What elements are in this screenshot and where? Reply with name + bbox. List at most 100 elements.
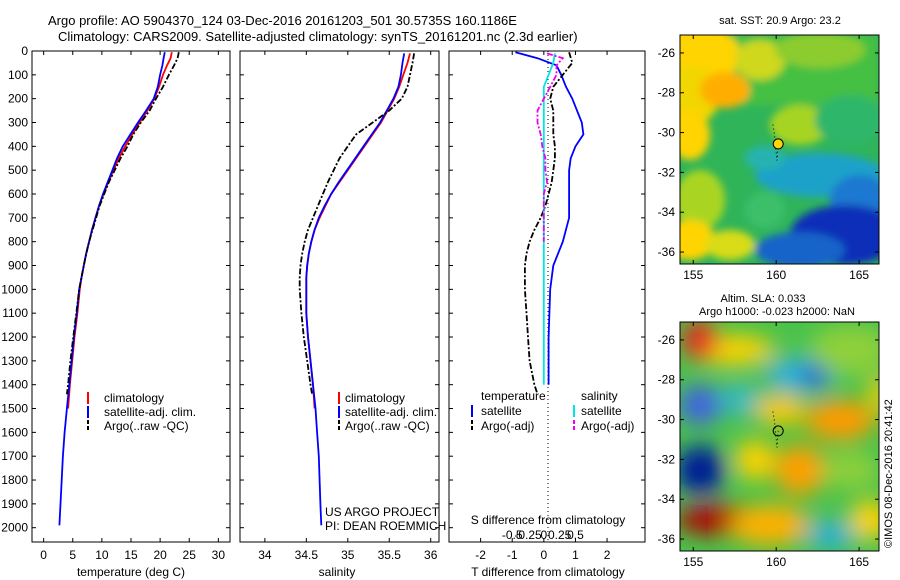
map-x-tick-label: 160 [766, 555, 786, 569]
legend-label-climatology: climatology [104, 391, 164, 405]
s-difference-label: S difference from climatology [471, 513, 626, 527]
legend-label-satellite-adj: satellite-adj. clim. [104, 405, 196, 419]
map-y-tick-label: -36 [658, 245, 676, 259]
depth-tick-label: 1400 [1, 378, 28, 392]
depth-tick-label: 1000 [1, 282, 28, 296]
salinity-panel: 34 34.5 35 35.5 36 salinity climatology sate… [239, 50, 446, 579]
legend-label-satellite-adj: satellite-adj. clim. [345, 405, 437, 419]
depth-tick-label: 1800 [1, 473, 28, 487]
temperature-x-axis: 0 5 10 15 20 25 30 [40, 51, 225, 562]
salinity-y-ticks [240, 50, 439, 529]
x-tick-label: 34.5 [295, 548, 319, 562]
depth-tick-label: 700 [8, 211, 28, 225]
map-y-tick-label: -36 [658, 532, 676, 546]
salinity-series [298, 53, 415, 526]
legend-label-s-satellite: satellite [581, 404, 622, 418]
header-line1: Argo profile: AO 5904370_124 03-Dec-2016… [48, 13, 517, 28]
series-line-argo-raw-qc [66, 52, 180, 395]
sla-argo-track [772, 411, 779, 448]
x-tick-label: -2 [475, 548, 486, 562]
sla-argo-position-marker [772, 425, 784, 437]
x-tick-label: 30 [212, 548, 226, 562]
header-line2: Climatology: CARS2009. Satellite-adjuste… [58, 29, 578, 44]
sla-map-frame [679, 321, 880, 552]
temperature-legend: climatology satellite-adj. clim. Argo(..… [87, 391, 196, 433]
depth-tick-label: 900 [8, 259, 28, 273]
sla-map-axes: 155 160 165 -26 -28 -30 -32 -34 -36 [658, 322, 879, 569]
difference-legend: temperature salinity satellite Argo(-adj… [471, 389, 634, 433]
series-line-satellite-adj-clim [305, 53, 406, 526]
series-line-argo-raw-qc [298, 53, 415, 395]
x-tick-label: 5 [69, 548, 76, 562]
sst-map-panel: sat. SST: 20.9 Argo: 23.2 [658, 15, 880, 282]
sla-map-subtitle: Argo h1000: -0.023 h2000: NaN [699, 306, 855, 318]
x-tick-label: 20 [153, 548, 167, 562]
depth-axis: 0 100 200 300 400 500 600 700 800 900 1000 1100 1200… [1, 44, 230, 535]
salinity-legend: climatology satellite-adj. clim. Argo(..… [338, 391, 437, 433]
credit-pi: PI: DEAN ROEMMICH [325, 519, 446, 533]
legend-title-temperature: temperature [481, 389, 546, 403]
series-line-satellite-adj-clim [58, 52, 166, 526]
x-tick-label: 34 [258, 548, 272, 562]
salinity-x-axis: 34 34.5 35 35.5 36 [258, 51, 438, 562]
map-y-tick-label: -32 [658, 165, 676, 179]
depth-tick-label: 2000 [1, 521, 28, 535]
legend-label-t-satellite: satellite [481, 404, 522, 418]
difference-panel: -2 -1 0 1 2 -0.5-0.250 0.250.5 S difference f… [448, 50, 646, 579]
sst-argo-position-marker [772, 138, 784, 150]
depth-tick-label: 400 [8, 139, 28, 153]
s-difference-tick-label: -0.5 [502, 528, 523, 542]
map-y-tick-label: -28 [658, 86, 676, 100]
map-x-tick-label: 165 [849, 555, 869, 569]
map-y-tick-label: -28 [658, 373, 676, 387]
depth-tick-label: 1100 [2, 306, 28, 320]
s-difference-tick-label: 0.25 [548, 528, 572, 542]
map-x-tick-label: 155 [683, 555, 703, 569]
s-difference-tick-label: -0.25 [514, 528, 542, 542]
depth-tick-label: 600 [8, 187, 28, 201]
sst-field [680, 35, 879, 264]
series-line-t-satellite [515, 51, 585, 385]
map-x-tick-label: 160 [766, 268, 786, 282]
legend-label-t-argo: Argo(-adj) [481, 419, 534, 433]
depth-tick-label: 1600 [1, 425, 28, 439]
series-line-climatology [67, 52, 173, 409]
series-line-t-argo-adj [524, 51, 574, 395]
x-tick-label: 35 [341, 548, 355, 562]
x-tick-label: 15 [124, 548, 138, 562]
imos-credit: ©IMOS 08-Dec-2016 20:41:42 [883, 399, 895, 548]
map-y-tick-label: -26 [658, 46, 676, 60]
sst-argo-track [772, 124, 779, 161]
legend-label-climatology: climatology [345, 391, 405, 405]
sst-map-axes: 155 160 165 -26 -28 -30 -32 -34 -36 [658, 35, 879, 282]
series-line-climatology [305, 53, 411, 409]
map-y-tick-label: -32 [658, 452, 676, 466]
s-difference-tick-label: 0.5 [567, 528, 584, 542]
salinity-axes-frame [239, 50, 440, 543]
map-x-tick-label: 165 [849, 268, 869, 282]
salinity-xlabel: salinity [319, 565, 356, 579]
difference-axes-frame [448, 50, 646, 543]
depth-tick-label: 500 [8, 163, 28, 177]
x-tick-label: 10 [95, 548, 109, 562]
sla-map-panel: Altim. SLA: 0.033 Argo h1000: -0.023 h20… [658, 293, 880, 569]
depth-tick-label: 1900 [1, 497, 28, 511]
legend-title-salinity: salinity [581, 389, 618, 403]
legend-label-argo: Argo(..raw -QC) [104, 419, 189, 433]
x-tick-label: 0 [40, 548, 47, 562]
legend-label-argo: Argo(..raw -QC) [345, 419, 430, 433]
depth-tick-label: 200 [8, 92, 28, 106]
difference-series [515, 51, 585, 395]
map-y-tick-label: -34 [658, 492, 676, 506]
temperature-series [58, 52, 180, 526]
s-difference-tick-label: 0 [540, 528, 547, 542]
map-y-tick-label: -26 [658, 333, 676, 347]
depth-tick-label: 0 [21, 44, 28, 58]
difference-y-ticks [449, 50, 645, 529]
x-tick-label: 2 [604, 548, 611, 562]
x-tick-label: 0 [540, 548, 547, 562]
depth-tick-label: 1700 [1, 449, 28, 463]
x-tick-label: -1 [507, 548, 518, 562]
map-y-tick-label: -30 [658, 126, 676, 140]
